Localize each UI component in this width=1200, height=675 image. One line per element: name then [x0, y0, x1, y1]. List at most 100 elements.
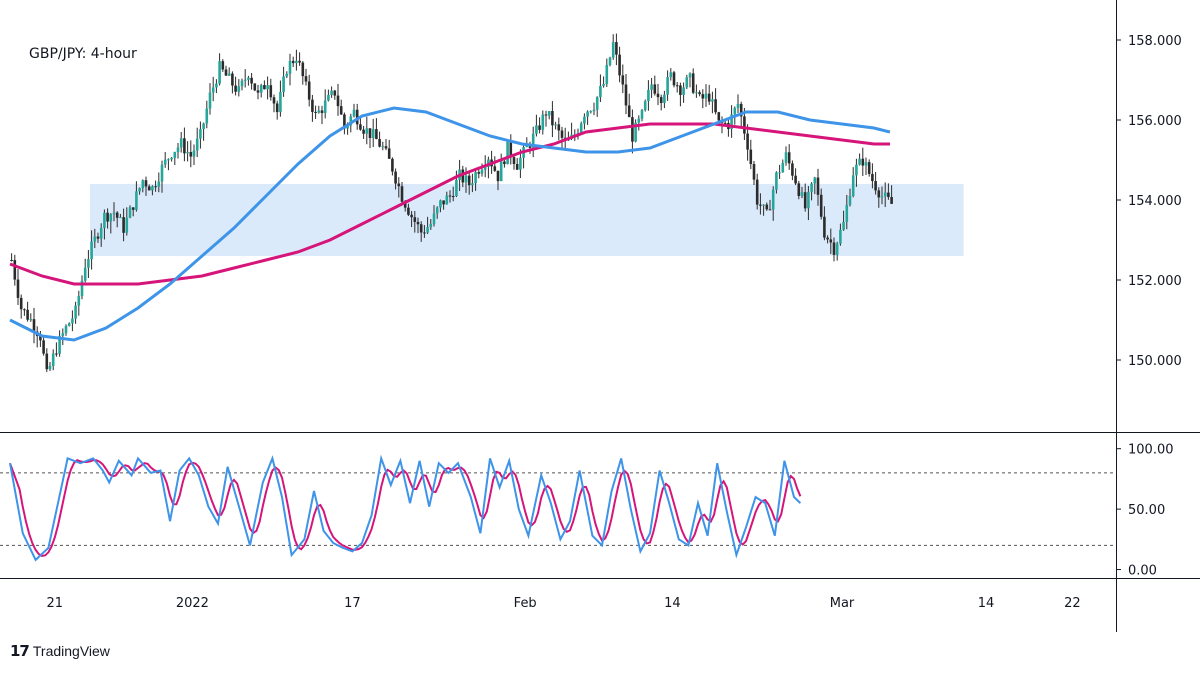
candle: [848, 188, 852, 207]
candle: [659, 94, 663, 111]
candle: [435, 206, 439, 219]
candle: [371, 118, 375, 148]
candle: [375, 118, 378, 140]
brand-name: TradingView: [32, 643, 110, 659]
candle: [707, 84, 711, 105]
candle: [237, 79, 241, 97]
candle: [131, 207, 135, 217]
candle: [231, 71, 234, 94]
candle: [474, 167, 477, 191]
candle: [407, 203, 410, 216]
candle: [467, 171, 471, 195]
candle: [243, 69, 247, 88]
candle: [807, 186, 810, 221]
candle: [419, 221, 423, 242]
candle: [135, 181, 138, 212]
candle: [775, 171, 778, 194]
price-tick-label: 150.000: [1128, 354, 1182, 369]
candle: [416, 217, 420, 234]
candle: [592, 102, 596, 116]
candle: [195, 127, 199, 158]
candle: [461, 165, 465, 188]
candle: [307, 74, 311, 107]
candle: [32, 307, 36, 344]
candle: [599, 74, 602, 103]
candle: [608, 56, 612, 67]
stochastic-pane[interactable]: [0, 454, 1116, 562]
candle: [138, 187, 141, 195]
candle: [365, 116, 369, 145]
candle: [343, 112, 346, 135]
candle: [791, 160, 794, 181]
price-pane[interactable]: GBP/JPY: 4-hour: [9, 33, 964, 372]
candle: [605, 58, 609, 87]
candle: [381, 141, 385, 151]
candle: [781, 159, 785, 173]
candle: [810, 182, 813, 201]
candle: [167, 158, 170, 171]
candle: [96, 232, 100, 243]
candle: [279, 80, 282, 117]
candle: [842, 210, 845, 231]
candle: [826, 235, 829, 244]
stochastic-tick-label: 100.00: [1128, 443, 1174, 458]
candle: [829, 228, 833, 255]
candle: [19, 294, 23, 319]
candle: [90, 230, 93, 270]
candle: [45, 348, 49, 372]
time-tick-label: 14: [664, 596, 681, 611]
tradingview-brand[interactable]: 17 TradingView: [10, 640, 110, 662]
candle: [794, 168, 797, 186]
candle: [618, 46, 621, 83]
candle: [672, 70, 676, 88]
candle: [855, 158, 858, 187]
time-tick-label: 14: [978, 596, 995, 611]
candle: [544, 110, 548, 127]
candle: [253, 83, 257, 92]
candle: [122, 208, 125, 242]
support-zone: [90, 184, 964, 256]
candle: [55, 342, 58, 357]
stochastic-axis[interactable]: 100.00 50.00 0.00: [1116, 443, 1174, 579]
price-axis[interactable]: 158.000 156.000 154.000 152.000 150.000: [1116, 34, 1182, 369]
candle: [787, 144, 791, 170]
candle: [595, 96, 599, 117]
candle: [314, 105, 317, 119]
stochastic-tick-label: 50.00: [1128, 503, 1165, 518]
candle: [515, 158, 519, 171]
candle: [845, 194, 849, 230]
candle: [400, 181, 404, 203]
candle: [282, 66, 285, 97]
candle: [634, 119, 637, 143]
candle: [765, 202, 769, 211]
candle: [832, 237, 836, 262]
candle: [64, 324, 68, 336]
candle: [368, 128, 372, 149]
time-axis[interactable]: 21 2022 17 Feb 14 Mar 14 22: [47, 596, 1081, 611]
candle: [26, 301, 29, 322]
candle: [835, 241, 839, 261]
candle: [259, 83, 263, 98]
candle: [397, 177, 401, 198]
candle: [359, 116, 362, 131]
gbpjpy-chart[interactable]: GBP/JPY: 4-hour 158.000 156.000 154.000 152…: [0, 0, 1200, 632]
candle: [887, 183, 890, 200]
candle: [541, 110, 545, 135]
candle: [224, 65, 228, 76]
candle: [423, 225, 426, 238]
candle: [749, 139, 753, 170]
candle: [323, 89, 327, 119]
candle: [797, 180, 801, 200]
candle: [768, 199, 772, 211]
candle: [93, 228, 97, 249]
candle: [631, 109, 634, 154]
time-tick-label: 22: [1064, 596, 1081, 611]
candle: [362, 125, 365, 139]
candle: [71, 310, 74, 332]
candle: [413, 211, 417, 233]
candle: [67, 322, 71, 327]
candle: [199, 121, 202, 149]
candle: [29, 313, 33, 322]
candle: [640, 108, 644, 122]
candle: [87, 250, 90, 278]
